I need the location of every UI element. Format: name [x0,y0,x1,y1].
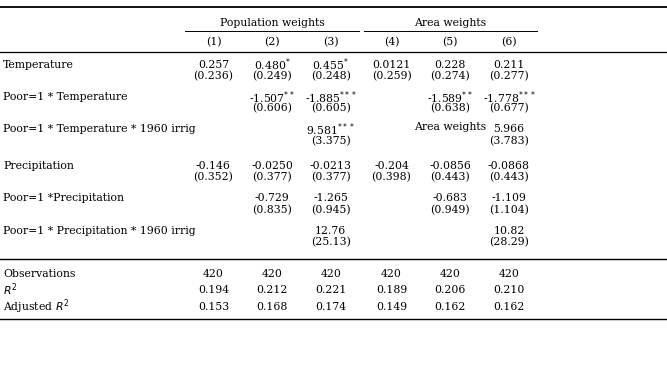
Text: 420: 420 [203,269,224,279]
Text: -0.0856: -0.0856 [430,161,471,171]
Text: (0.949): (0.949) [430,205,470,215]
Text: Temperature: Temperature [3,60,74,70]
Text: 420: 420 [261,269,283,279]
Text: Area weights: Area weights [414,122,486,132]
Text: 420: 420 [440,269,461,279]
Text: (0.443): (0.443) [430,172,470,182]
Text: (0.605): (0.605) [311,103,351,114]
Text: 12.76: 12.76 [315,226,346,236]
Text: 0.162: 0.162 [493,301,525,312]
Text: (3): (3) [323,37,339,47]
Text: 0.212: 0.212 [256,285,288,295]
Text: (5): (5) [442,37,458,47]
Text: -1.589$^{**}$: -1.589$^{**}$ [428,89,473,105]
Text: 5.966: 5.966 [494,124,524,134]
Text: (4): (4) [384,37,400,47]
Text: (1.104): (1.104) [489,205,529,215]
Text: Precipitation: Precipitation [3,161,74,171]
Text: 9.581$^{***}$: 9.581$^{***}$ [306,121,356,138]
Text: 0.174: 0.174 [315,301,346,312]
Text: (0.677): (0.677) [489,103,529,114]
Text: (1): (1) [205,37,221,47]
Text: $R^2$: $R^2$ [3,282,17,298]
Text: 0.194: 0.194 [198,285,229,295]
Text: -1.885$^{***}$: -1.885$^{***}$ [305,89,357,105]
Text: (0.945): (0.945) [311,205,351,215]
Text: -0.683: -0.683 [433,193,468,203]
Text: (6): (6) [501,37,517,47]
Text: Poor=1 *Precipitation: Poor=1 *Precipitation [3,193,124,203]
Text: 0.228: 0.228 [434,60,466,70]
Text: 0.168: 0.168 [256,301,288,312]
Text: 0.211: 0.211 [493,60,525,70]
Text: -0.729: -0.729 [255,193,289,203]
Text: 0.153: 0.153 [198,301,229,312]
Text: -1.109: -1.109 [492,193,526,203]
Text: (0.377): (0.377) [311,172,351,182]
Text: (0.248): (0.248) [311,71,351,81]
Text: 420: 420 [498,269,520,279]
Text: (0.398): (0.398) [372,172,412,182]
Text: 0.149: 0.149 [376,301,407,312]
Text: 0.162: 0.162 [434,301,466,312]
Text: (25.13): (25.13) [311,237,351,247]
Text: -0.204: -0.204 [374,161,409,171]
Text: -1.778$^{***}$: -1.778$^{***}$ [482,89,536,105]
Text: -0.146: -0.146 [196,161,231,171]
Text: 0.455$^{*}$: 0.455$^{*}$ [312,56,350,73]
Text: (0.274): (0.274) [430,71,470,81]
Text: (3.783): (3.783) [489,136,529,146]
Text: Poor=1 * Precipitation * 1960 irrig: Poor=1 * Precipitation * 1960 irrig [3,226,196,236]
Text: 0.189: 0.189 [376,285,407,295]
Text: (0.277): (0.277) [489,71,529,81]
Text: Observations: Observations [3,269,76,279]
Text: 0.206: 0.206 [434,285,466,295]
Text: Poor=1 * Temperature * 1960 irrig: Poor=1 * Temperature * 1960 irrig [3,124,196,134]
Text: -0.0250: -0.0250 [251,161,293,171]
Text: 0.257: 0.257 [198,60,229,70]
Text: (0.638): (0.638) [430,103,470,114]
Text: 420: 420 [381,269,402,279]
Text: (0.606): (0.606) [252,103,292,114]
Text: -0.0213: -0.0213 [310,161,352,171]
Text: -1.265: -1.265 [313,193,348,203]
Text: -1.507$^{**}$: -1.507$^{**}$ [249,89,295,105]
Text: 0.210: 0.210 [493,285,525,295]
Text: Adjusted $R^2$: Adjusted $R^2$ [3,297,70,316]
Text: (0.835): (0.835) [252,205,292,215]
Text: 0.480$^{*}$: 0.480$^{*}$ [253,56,291,73]
Text: (0.259): (0.259) [372,71,412,81]
Text: -0.0868: -0.0868 [488,161,530,171]
Text: (0.352): (0.352) [193,172,233,182]
Text: (0.236): (0.236) [193,71,233,81]
Text: (28.29): (28.29) [489,237,529,247]
Text: (2): (2) [264,37,280,47]
Text: 420: 420 [320,269,342,279]
Text: (0.443): (0.443) [489,172,529,182]
Text: Area weights: Area weights [414,18,486,28]
Text: (0.377): (0.377) [252,172,292,182]
Text: Poor=1 * Temperature: Poor=1 * Temperature [3,92,128,102]
Text: (0.249): (0.249) [252,71,292,81]
Text: 0.0121: 0.0121 [372,60,411,70]
Text: (3.375): (3.375) [311,136,351,146]
Text: 10.82: 10.82 [493,226,525,236]
Text: Population weights: Population weights [219,18,325,28]
Text: 0.221: 0.221 [315,285,347,295]
